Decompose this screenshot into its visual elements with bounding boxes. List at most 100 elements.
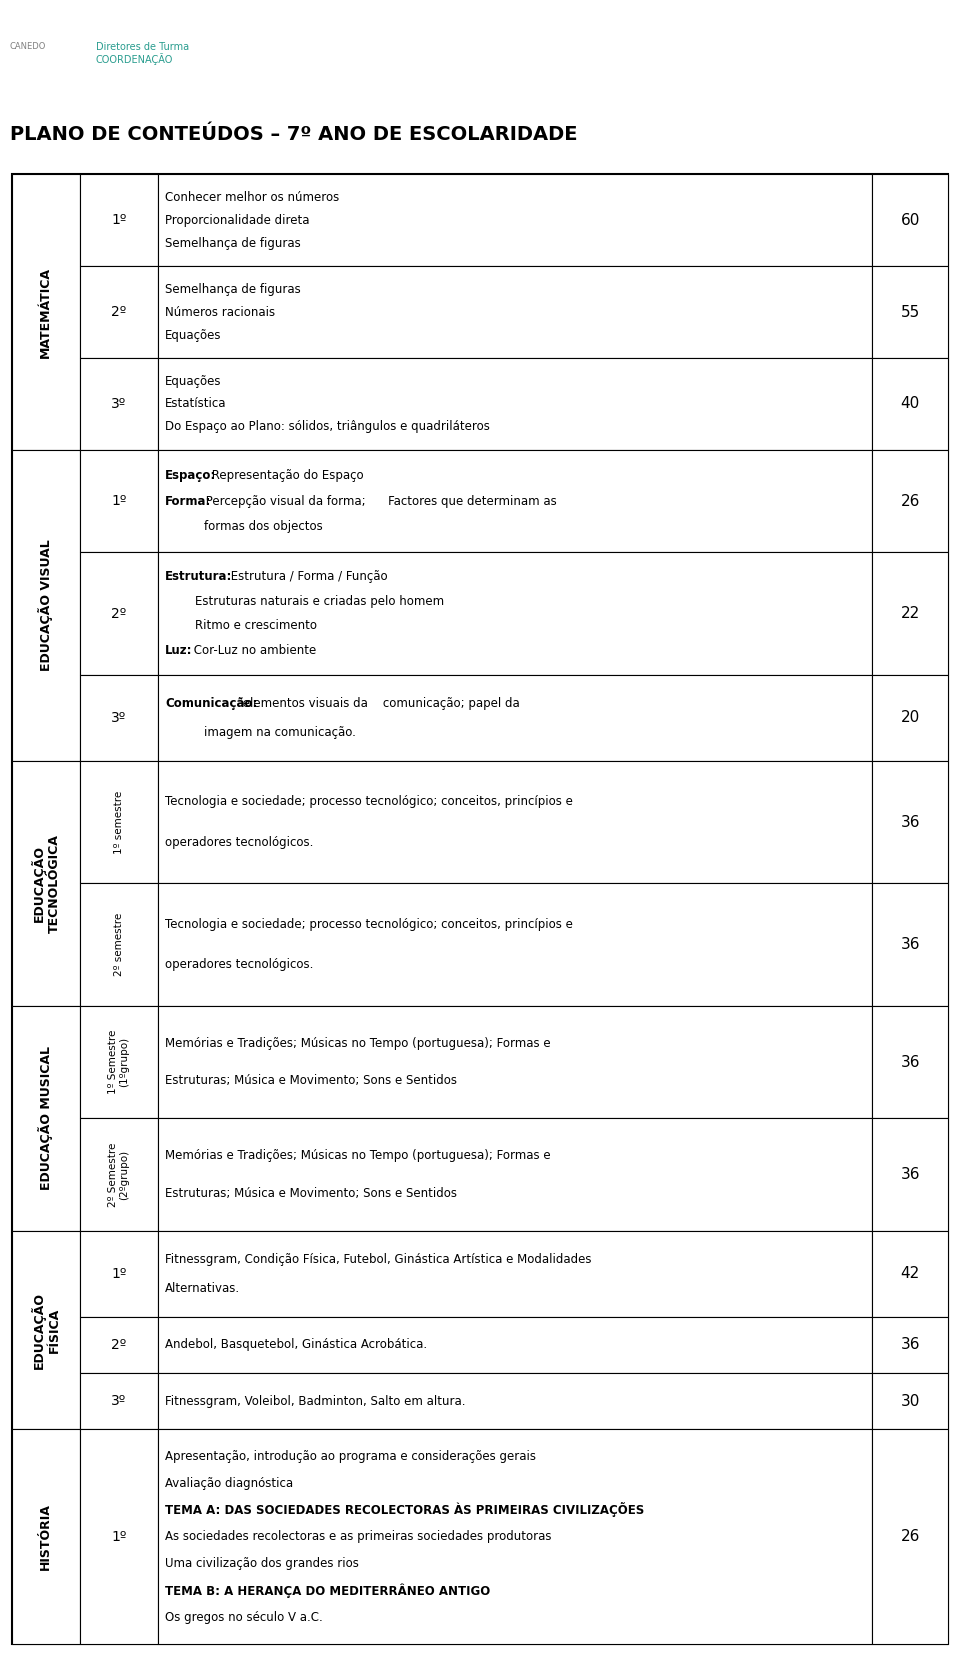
- Bar: [12, 1430, 80, 1644]
- Text: Números racionais: Números racionais: [165, 306, 276, 319]
- Text: 3º: 3º: [111, 397, 127, 410]
- Text: As sociedades recolectoras e as primeiras sociedades produtoras: As sociedades recolectoras e as primeira…: [165, 1530, 552, 1543]
- Text: 20: 20: [900, 711, 920, 726]
- Bar: [872, 1317, 948, 1374]
- Text: MATEMÁTICA: MATEMÁTICA: [39, 267, 52, 357]
- Text: Alternativas.: Alternativas.: [165, 1282, 241, 1294]
- Text: Fitnessgram, Condição Física, Futebol, Ginástica Artística e Modalidades: Fitnessgram, Condição Física, Futebol, G…: [165, 1252, 592, 1266]
- Text: elementos visuais da    comunicação; papel da: elementos visuais da comunicação; papel …: [239, 698, 519, 709]
- Text: 3º: 3º: [111, 711, 127, 724]
- Text: 42: 42: [900, 1266, 920, 1281]
- Text: Uma civilização dos grandes rios: Uma civilização dos grandes rios: [165, 1558, 359, 1570]
- Text: 60: 60: [900, 213, 920, 228]
- Text: Percepção visual da forma;      Factores que determinam as: Percepção visual da forma; Factores que …: [203, 495, 557, 508]
- Bar: [12, 450, 80, 761]
- Text: Forma:: Forma:: [165, 495, 212, 508]
- Text: Apresentação, introdução ao programa e considerações gerais: Apresentação, introdução ao programa e c…: [165, 1450, 537, 1463]
- Text: EDUCAÇÃO MUSICAL: EDUCAÇÃO MUSICAL: [38, 1046, 53, 1191]
- Bar: [157, 1118, 872, 1231]
- Text: Estrutura:: Estrutura:: [165, 570, 232, 583]
- Text: 1º Semestre
(1ºgrupo): 1º Semestre (1ºgrupo): [108, 1030, 130, 1095]
- Text: 26: 26: [900, 493, 920, 508]
- Bar: [80, 174, 157, 266]
- Bar: [12, 761, 80, 1007]
- Text: Memórias e Tradições; Músicas no Tempo (portuguesa); Formas e: Memórias e Tradições; Músicas no Tempo (…: [165, 1036, 551, 1050]
- Bar: [872, 266, 948, 359]
- Text: 22: 22: [900, 606, 920, 621]
- Text: Memórias e Tradições; Músicas no Tempo (portuguesa); Formas e: Memórias e Tradições; Músicas no Tempo (…: [165, 1149, 551, 1163]
- Bar: [157, 761, 872, 884]
- Bar: [157, 174, 872, 266]
- Bar: [80, 450, 157, 553]
- Bar: [12, 174, 948, 1644]
- Text: 36: 36: [900, 1055, 920, 1070]
- Text: EDUCAÇÃO
FÍSICA: EDUCAÇÃO FÍSICA: [31, 1292, 60, 1369]
- Text: operadores tecnológicos.: operadores tecnológicos.: [165, 835, 314, 849]
- Bar: [80, 359, 157, 450]
- Text: Fitnessgram, Voleibol, Badminton, Salto em altura.: Fitnessgram, Voleibol, Badminton, Salto …: [165, 1395, 466, 1407]
- Bar: [872, 884, 948, 1007]
- Text: Equações: Equações: [165, 374, 222, 387]
- Bar: [872, 1007, 948, 1118]
- Text: Estruturas; Música e Movimento; Sons e Sentidos: Estruturas; Música e Movimento; Sons e S…: [165, 1075, 457, 1088]
- Text: 40: 40: [900, 397, 920, 412]
- Text: Tecnologia e sociedade; processo tecnológico; conceitos, princípios e: Tecnologia e sociedade; processo tecnoló…: [165, 917, 573, 930]
- Text: 1º: 1º: [111, 213, 127, 228]
- Text: Ritmo e crescimento: Ritmo e crescimento: [195, 620, 317, 633]
- Text: formas dos objectos: formas dos objectos: [204, 520, 324, 533]
- Text: 3º: 3º: [111, 1394, 127, 1409]
- Bar: [872, 674, 948, 761]
- Text: 1º semestre: 1º semestre: [114, 791, 124, 854]
- Bar: [872, 359, 948, 450]
- Text: PLANO DE CONTEÚDOS – 7º ANO DE ESCOLARIDADE: PLANO DE CONTEÚDOS – 7º ANO DE ESCOLARID…: [10, 125, 577, 143]
- Bar: [157, 553, 872, 674]
- Text: Luz:: Luz:: [165, 644, 193, 656]
- Text: Proporcionalidade direta: Proporcionalidade direta: [165, 214, 310, 228]
- Bar: [80, 553, 157, 674]
- Text: Do Espaço ao Plano: sólidos, triângulos e quadriláteros: Do Espaço ao Plano: sólidos, triângulos …: [165, 420, 491, 434]
- Text: TEMA B: A HERANÇA DO MEDITERRÂNEO ANTIGO: TEMA B: A HERANÇA DO MEDITERRÂNEO ANTIGO: [165, 1583, 491, 1598]
- Text: 36: 36: [900, 814, 920, 829]
- Text: EDUCAÇÃO VISUAL: EDUCAÇÃO VISUAL: [38, 540, 53, 671]
- Text: Equações: Equações: [165, 329, 222, 342]
- Text: 1º: 1º: [111, 1267, 127, 1281]
- Text: Diretores de Turma
COORDENAÇÃO: Diretores de Turma COORDENAÇÃO: [96, 42, 189, 65]
- Bar: [872, 761, 948, 884]
- Text: Os gregos no século V a.C.: Os gregos no século V a.C.: [165, 1611, 324, 1624]
- Bar: [80, 266, 157, 359]
- Text: 36: 36: [900, 1168, 920, 1183]
- Bar: [157, 1430, 872, 1644]
- Bar: [80, 1317, 157, 1374]
- Bar: [157, 359, 872, 450]
- Bar: [872, 1430, 948, 1644]
- Text: 26: 26: [900, 1530, 920, 1545]
- Bar: [872, 1374, 948, 1430]
- Text: 1º: 1º: [111, 1530, 127, 1543]
- Bar: [80, 884, 157, 1007]
- Bar: [80, 761, 157, 884]
- Text: 36: 36: [900, 937, 920, 952]
- Text: CANEDO: CANEDO: [10, 42, 46, 50]
- Bar: [80, 1231, 157, 1317]
- Text: Semelhança de figuras: Semelhança de figuras: [165, 238, 301, 249]
- Text: imagem na comunicação.: imagem na comunicação.: [204, 726, 356, 739]
- Bar: [80, 1007, 157, 1118]
- Text: Semelhança de figuras: Semelhança de figuras: [165, 282, 301, 296]
- Bar: [157, 1374, 872, 1430]
- Bar: [12, 174, 80, 450]
- Text: Avaliação diagnóstica: Avaliação diagnóstica: [165, 1477, 294, 1490]
- Text: 30: 30: [900, 1394, 920, 1409]
- Text: Conhecer melhor os números: Conhecer melhor os números: [165, 191, 340, 204]
- Text: EDUCAÇÃO
TECNOLÓGICA: EDUCAÇÃO TECNOLÓGICA: [31, 834, 60, 933]
- Bar: [80, 1118, 157, 1231]
- Bar: [12, 1231, 80, 1430]
- Text: 55: 55: [900, 304, 920, 319]
- Bar: [157, 1231, 872, 1317]
- Text: Tecnologia e sociedade; processo tecnológico; conceitos, princípios e: Tecnologia e sociedade; processo tecnoló…: [165, 796, 573, 809]
- Text: Representação do Espaço: Representação do Espaço: [208, 468, 364, 482]
- Text: Estruturas naturais e criadas pelo homem: Estruturas naturais e criadas pelo homem: [195, 595, 444, 608]
- Bar: [872, 1231, 948, 1317]
- Bar: [80, 1374, 157, 1430]
- Text: 1º: 1º: [111, 495, 127, 508]
- Bar: [80, 674, 157, 761]
